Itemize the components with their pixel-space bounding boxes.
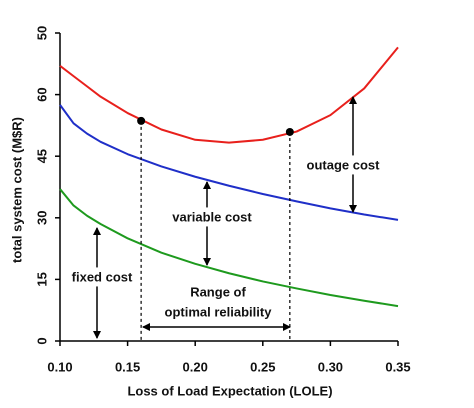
x-tick-label: 0.15 xyxy=(115,359,140,374)
y-axis-label: total system cost (M$R) xyxy=(9,117,24,263)
x-tick-label: 0.20 xyxy=(183,359,208,374)
y-tick-label: 30 xyxy=(34,211,49,225)
label-bg xyxy=(303,155,384,175)
annotation: variable cost xyxy=(172,209,252,224)
annotation: Range of xyxy=(190,284,246,299)
y-tick-label: 45 xyxy=(34,149,49,163)
annotation: fixed cost xyxy=(72,269,133,284)
annotation: outage cost xyxy=(307,157,381,172)
cost-curve xyxy=(59,46,399,144)
x-axis-label: Loss of Load Expectation (LOLE) xyxy=(127,383,332,398)
optimal-point xyxy=(137,116,146,125)
label-bg xyxy=(68,267,137,287)
label-bg xyxy=(169,207,256,227)
cost-curve xyxy=(59,104,399,221)
x-tick-label: 0.25 xyxy=(250,359,275,374)
x-tick-label: 0.10 xyxy=(47,359,72,374)
x-tick-label: 0.30 xyxy=(318,359,343,374)
optimal-point xyxy=(285,127,294,136)
x-tick-label: 0.35 xyxy=(385,359,410,374)
y-tick-label: 0 xyxy=(34,337,49,344)
annotation: optimal reliability xyxy=(165,304,273,319)
y-tick-label: 15 xyxy=(34,272,49,286)
y-tick-label: 60 xyxy=(34,87,49,101)
y-tick-label: 50 xyxy=(34,26,49,40)
cost-curve xyxy=(59,188,399,308)
